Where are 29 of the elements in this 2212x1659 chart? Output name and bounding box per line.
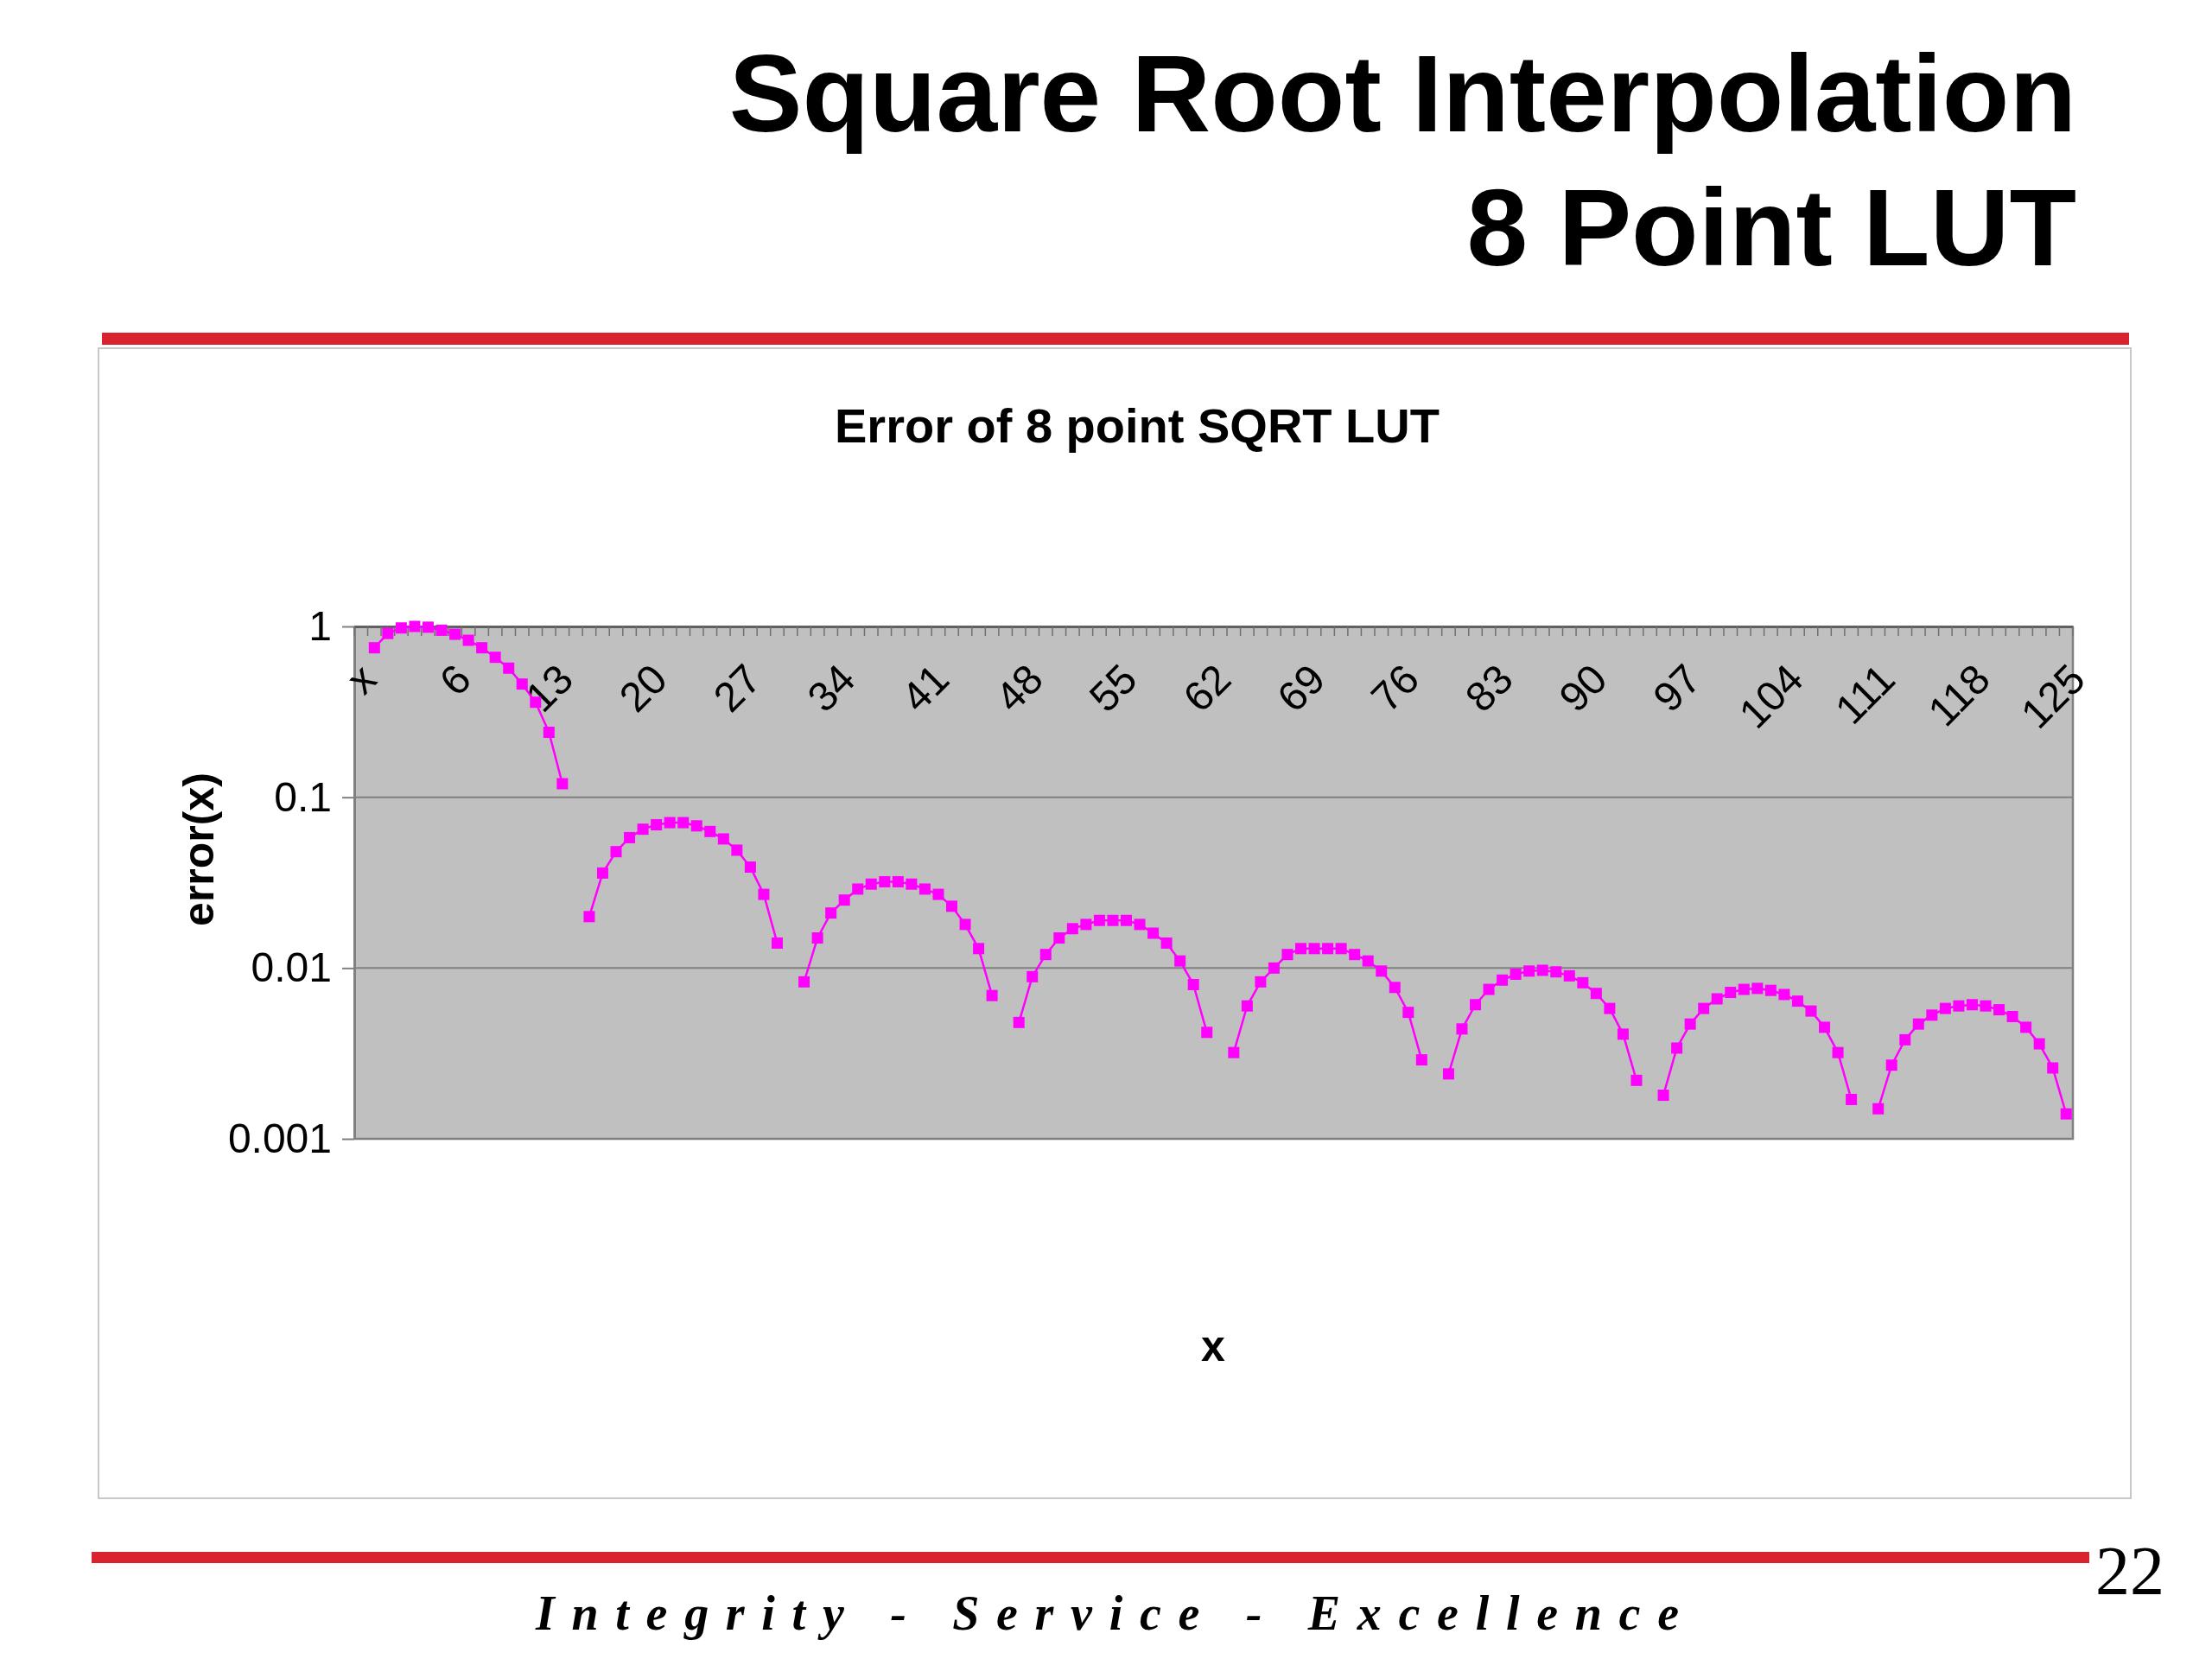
y-tick-label: 0.01 (251, 944, 332, 991)
y-axis-title: error(x) (175, 772, 223, 926)
text: 22 (2095, 1533, 2164, 1609)
x-tick-label: 118 (1919, 655, 1999, 735)
x-tick-label: 13 (516, 655, 582, 721)
x-tick-label: 6 (430, 655, 480, 705)
x-tick-label: 90 (1550, 655, 1616, 721)
x-tick-label: 41 (893, 655, 958, 721)
x-tick-label: 55 (1080, 655, 1146, 721)
x-tick-label: 76 (1362, 655, 1428, 721)
x-tick-label: 111 (1826, 655, 1904, 733)
x-tick-label: 48 (986, 655, 1052, 721)
y-tick-label: 0.001 (227, 1115, 332, 1161)
x-tick-label: 27 (704, 655, 770, 721)
x-tick-label: 125 (2012, 655, 2094, 737)
text: Integrity - Service - Excellence (535, 1586, 1679, 1640)
x-tick-label: 97 (1644, 655, 1710, 721)
x-axis-title: x (1201, 1322, 1226, 1370)
y-tick-label: 0.1 (274, 773, 332, 820)
x-tick-label: 83 (1456, 655, 1522, 721)
y-tick-label: 1 (308, 602, 332, 649)
x-tick-label: 104 (1730, 655, 1812, 737)
x-tick-label: x (337, 655, 385, 703)
x-tick-label: 69 (1268, 655, 1334, 721)
chart-subtitle: Error of 8 point SQRT LUT (835, 398, 1440, 453)
x-tick-label: 62 (1174, 655, 1240, 721)
chart-title: Square Root Interpolation 8 Point LUT (728, 32, 2076, 289)
x-tick-label: 20 (610, 655, 676, 721)
x-tick-label: 34 (798, 655, 864, 721)
